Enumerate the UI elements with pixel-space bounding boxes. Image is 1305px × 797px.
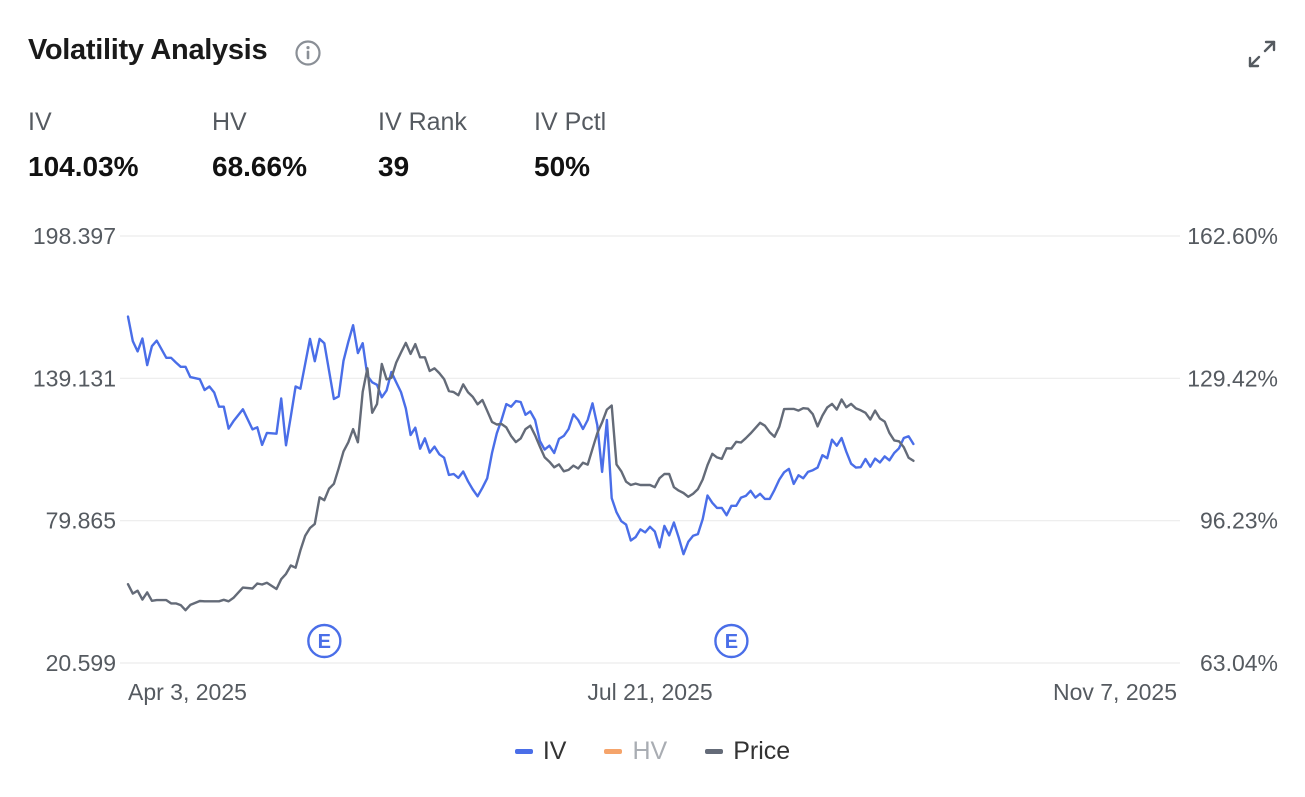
earnings-marker: E: [714, 623, 749, 659]
series-line-price: [126, 341, 915, 612]
earnings-marker-label: E: [318, 631, 331, 653]
legend-swatch-iv: [514, 749, 533, 754]
stat-iv-pctl: IV Pctl 50%: [534, 108, 606, 183]
chart-series: [126, 315, 915, 612]
stat-hv-value: 68.66%: [212, 151, 307, 182]
info-icon[interactable]: [294, 39, 322, 67]
x-tick-label: Jul 21, 2025: [587, 679, 712, 705]
earnings-marker: E: [307, 623, 342, 659]
legend-label-price: Price: [733, 737, 791, 765]
legend-item-iv[interactable]: IV: [514, 737, 567, 766]
legend-item-hv[interactable]: HV: [604, 737, 667, 766]
right-tick-label: 129.42%: [1187, 365, 1278, 391]
earnings-marker-circle: [714, 623, 749, 659]
left-axis: 198.397 139.131 79.865 20.599: [33, 223, 116, 676]
legend-label-iv: IV: [542, 737, 567, 765]
legend-swatch-hv: [604, 749, 623, 754]
x-tick-label: Apr 3, 2025: [128, 679, 247, 705]
series-line-iv: [126, 315, 915, 556]
stat-hv-label: HV: [212, 108, 247, 136]
legend-label-hv: HV: [632, 737, 668, 765]
right-axis: 162.60% 129.42% 96.23% 63.04%: [1187, 223, 1278, 676]
stat-hv: HV 68.66%: [212, 108, 307, 183]
earnings-marker-label: E: [725, 631, 738, 653]
expand-icon[interactable]: [1246, 38, 1278, 70]
left-tick-label: 139.131: [33, 365, 116, 391]
earnings-marker-circle: [307, 623, 342, 659]
right-tick-label: 162.60%: [1187, 223, 1278, 249]
legend-item-price[interactable]: Price: [705, 737, 790, 766]
stat-iv-value: 104.03%: [28, 151, 139, 182]
legend-swatch-price: [705, 749, 724, 754]
chart-title: Volatility Analysis: [28, 34, 268, 66]
stat-iv-label: IV: [28, 108, 52, 136]
stat-iv-rank-label: IV Rank: [378, 108, 467, 136]
stat-iv-rank-value: 39: [378, 151, 410, 182]
x-tick-label: Nov 7, 2025: [1053, 679, 1177, 705]
stat-iv-pctl-value: 50%: [534, 151, 591, 182]
chart-legend: IV HV Price: [0, 737, 1305, 766]
left-tick-label: 79.865: [46, 508, 116, 534]
volatility-chart[interactable]: 198.397 139.131 79.865 20.599 162.60% 129.42…: [0, 0, 1305, 720]
x-axis: Apr 3, 2025 Jul 21, 2025 Nov 7, 2025: [128, 679, 1177, 705]
left-tick-label: 198.397: [33, 223, 116, 249]
right-tick-label: 96.23%: [1200, 508, 1278, 534]
stat-iv-pctl-label: IV Pctl: [534, 108, 607, 136]
left-tick-label: 20.599: [46, 650, 116, 676]
stat-iv-rank: IV Rank 39: [378, 108, 467, 183]
chart-grid: [120, 235, 1180, 664]
stat-iv: IV 104.03%: [28, 108, 139, 183]
right-tick-label: 63.04%: [1200, 650, 1278, 676]
